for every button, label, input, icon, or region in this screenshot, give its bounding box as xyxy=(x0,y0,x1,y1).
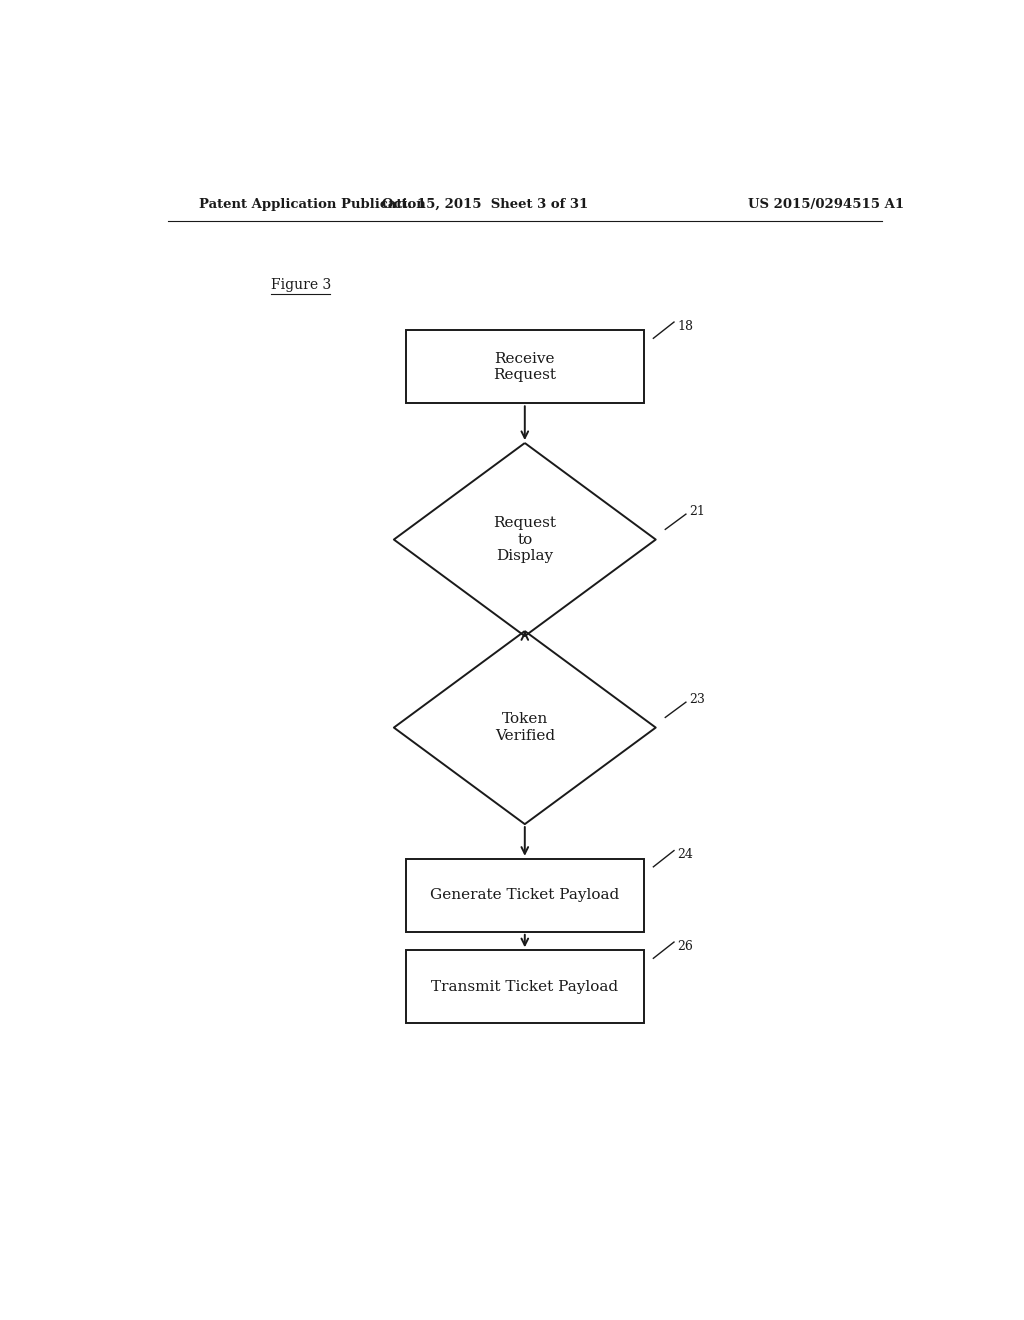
Text: Figure 3: Figure 3 xyxy=(270,279,331,293)
Text: 26: 26 xyxy=(677,940,693,953)
Text: Patent Application Publication: Patent Application Publication xyxy=(200,198,426,211)
Text: Generate Ticket Payload: Generate Ticket Payload xyxy=(430,888,620,903)
Text: 24: 24 xyxy=(677,849,693,861)
FancyBboxPatch shape xyxy=(406,950,644,1023)
Text: Token
Verified: Token Verified xyxy=(495,713,555,743)
Text: Transmit Ticket Payload: Transmit Ticket Payload xyxy=(431,979,618,994)
Text: Request
to
Display: Request to Display xyxy=(494,516,556,562)
Text: 23: 23 xyxy=(689,693,705,706)
Text: US 2015/0294515 A1: US 2015/0294515 A1 xyxy=(749,198,904,211)
Text: 18: 18 xyxy=(677,319,693,333)
Text: Receive
Request: Receive Request xyxy=(494,351,556,381)
Text: 21: 21 xyxy=(689,504,705,517)
Text: Oct. 15, 2015  Sheet 3 of 31: Oct. 15, 2015 Sheet 3 of 31 xyxy=(382,198,588,211)
FancyBboxPatch shape xyxy=(406,859,644,932)
FancyBboxPatch shape xyxy=(406,330,644,404)
